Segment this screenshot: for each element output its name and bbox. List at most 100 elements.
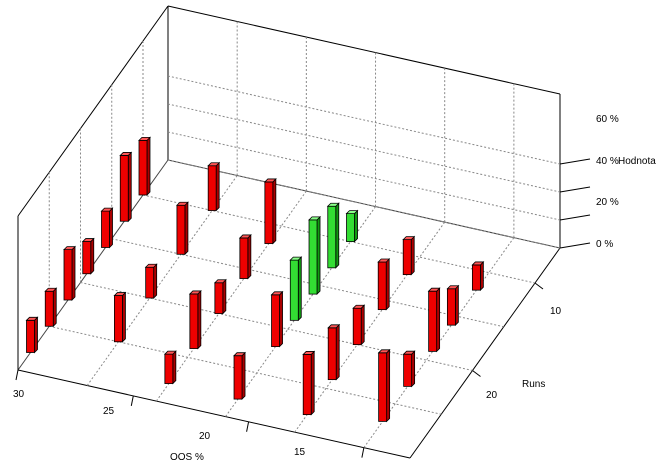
- floor-grid-line: [155, 190, 307, 402]
- bar-side-face: [172, 350, 177, 385]
- bar-top-face: [81, 238, 95, 242]
- bar: [233, 351, 246, 401]
- bar-front-face: [346, 213, 355, 242]
- bar-side-face: [71, 245, 76, 301]
- bar-top-face: [207, 162, 221, 167]
- bar-top-face: [119, 152, 133, 156]
- bar-front-face: [145, 266, 155, 299]
- x-tick: [361, 447, 365, 458]
- z-grid-line: [167, 103, 561, 193]
- x-tick-label: 30: [13, 389, 25, 400]
- bar-top-face: [25, 316, 39, 321]
- bar-side-face: [52, 287, 57, 328]
- bar-top-face: [289, 256, 303, 261]
- y-tick: [534, 282, 544, 290]
- bar-top-face: [327, 324, 341, 329]
- bar: [113, 291, 127, 343]
- bar-front-face: [63, 249, 73, 301]
- bar-front-face: [403, 353, 413, 387]
- x-tick: [15, 369, 19, 381]
- bar-top-face: [302, 351, 316, 355]
- bar-side-face: [386, 348, 391, 423]
- bar-side-face: [385, 258, 390, 311]
- bar-top-face: [63, 246, 76, 251]
- bar-top-face: [238, 234, 252, 239]
- bar-front-face: [446, 288, 456, 326]
- bar: [377, 258, 391, 311]
- z-tick: [559, 242, 591, 249]
- bar-side-face: [272, 177, 277, 245]
- bar-front-face: [471, 264, 481, 291]
- bar: [345, 209, 359, 243]
- bar-front-face: [101, 210, 110, 248]
- x-tick-label: 15: [294, 447, 306, 458]
- bar-side-face: [247, 233, 252, 280]
- bar-top-face: [326, 202, 340, 207]
- y-tick-label: 20: [486, 390, 498, 401]
- bar-top-face: [377, 349, 391, 354]
- bar-front-face: [352, 307, 362, 346]
- bar-side-face: [197, 289, 202, 350]
- bar-side-face: [222, 278, 227, 315]
- bar-top-face: [163, 350, 177, 355]
- bar-top-face: [44, 287, 58, 292]
- bar-top-face: [138, 136, 151, 141]
- bar: [327, 323, 341, 381]
- z-tick-label: 0 %: [596, 239, 613, 250]
- bar-top-face: [345, 210, 359, 214]
- bar: [213, 278, 227, 315]
- bar-side-face: [335, 323, 340, 381]
- z-grid-line: [167, 75, 561, 165]
- bar-side-face: [297, 256, 302, 322]
- z-tick-label: 40 %: [596, 156, 619, 167]
- bar-side-face: [122, 291, 126, 343]
- bar: [471, 260, 485, 292]
- bar-side-face: [146, 136, 151, 196]
- bar-side-face: [479, 260, 484, 292]
- bar-front-face: [289, 259, 299, 321]
- y-tick-label: 10: [550, 306, 562, 317]
- bar: [289, 256, 303, 322]
- bar: [302, 350, 316, 416]
- bar: [25, 316, 39, 354]
- z-tick: [559, 158, 591, 165]
- bar-front-face: [82, 241, 92, 275]
- bar-top-face: [402, 236, 416, 241]
- bar-front-face: [164, 353, 174, 384]
- x-tick-label: 25: [103, 406, 115, 417]
- bar-side-face: [90, 237, 95, 275]
- bar-front-face: [271, 294, 280, 347]
- bar: [238, 233, 252, 280]
- bar-front-face: [264, 181, 274, 244]
- bar: [119, 151, 133, 223]
- z-tick-label: 20 %: [596, 197, 619, 208]
- bar-front-face: [402, 239, 412, 276]
- bar-side-face: [241, 351, 246, 401]
- bar: [402, 235, 416, 276]
- bar-front-face: [428, 290, 438, 352]
- bar-top-face: [263, 178, 277, 183]
- bar: [100, 207, 114, 249]
- bar-front-face: [114, 295, 123, 343]
- bar-side-face: [279, 290, 283, 348]
- bar: [402, 350, 416, 388]
- bar-side-face: [310, 350, 315, 416]
- bar-front-face: [327, 327, 337, 381]
- bar-top-face: [446, 285, 460, 290]
- bar-side-face: [410, 235, 415, 276]
- z-tick: [559, 186, 591, 193]
- bar-top-face: [100, 207, 114, 212]
- bar-side-face: [360, 304, 365, 346]
- bar: [270, 290, 284, 348]
- bar-top-face: [402, 350, 416, 355]
- floor-edge: [409, 247, 561, 459]
- bar-front-face: [214, 282, 224, 314]
- bar: [81, 237, 95, 275]
- bar: [427, 287, 441, 353]
- bar-side-face: [454, 284, 459, 327]
- bar-front-face: [138, 139, 148, 196]
- bar: [352, 304, 366, 346]
- x-axis-label: OOS %: [170, 452, 204, 463]
